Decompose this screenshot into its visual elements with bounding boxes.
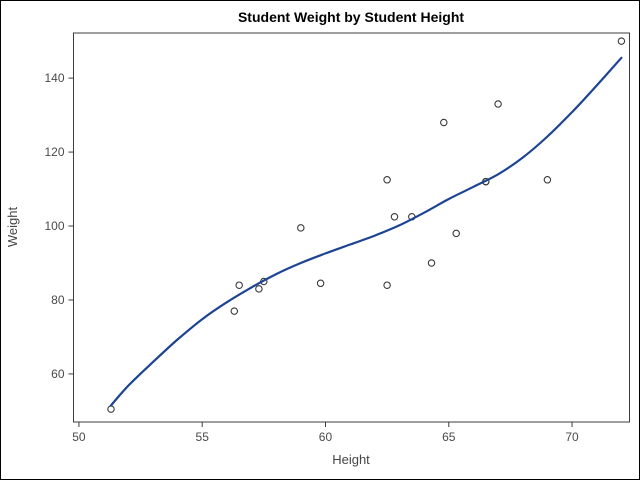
data-point-marker: [617, 37, 626, 45]
data-point-marker: [543, 176, 552, 184]
data-point-marker: [452, 229, 460, 238]
y-tick-label: 60: [51, 367, 65, 381]
data-point-marker: [107, 405, 115, 413]
spline-fit-curve: [109, 56, 623, 407]
plot-frame: [73, 32, 630, 423]
data-point-marker: [383, 176, 391, 184]
y-tick-label: 140: [44, 71, 64, 85]
data-point-marker: [230, 307, 239, 315]
x-tick-label: 60: [319, 430, 333, 444]
y-tick-label: 80: [51, 293, 65, 307]
x-tick-label: 55: [196, 430, 210, 444]
y-tick-label: 120: [44, 145, 64, 159]
y-axis-label: Weight: [5, 207, 20, 248]
x-tick-label: 50: [72, 430, 86, 444]
x-tick-label: 70: [565, 430, 579, 444]
x-tick-label: 65: [442, 430, 456, 444]
chart-title: Student Weight by Student Height: [238, 9, 464, 25]
data-point-marker: [235, 281, 243, 289]
data-point-marker: [297, 224, 305, 232]
data-point-marker: [440, 118, 448, 127]
y-tick-label: 100: [44, 219, 64, 233]
data-point-marker: [316, 279, 325, 288]
data-point-marker: [255, 285, 263, 293]
data-point-marker: [390, 213, 399, 221]
x-axis-label: Height: [332, 452, 370, 467]
plot-area: 50 55 60 65 70 60 80 100 120 140: [44, 32, 630, 444]
data-point-marker: [427, 259, 436, 267]
data-point-marker: [494, 100, 502, 108]
data-point-marker: [383, 281, 391, 289]
